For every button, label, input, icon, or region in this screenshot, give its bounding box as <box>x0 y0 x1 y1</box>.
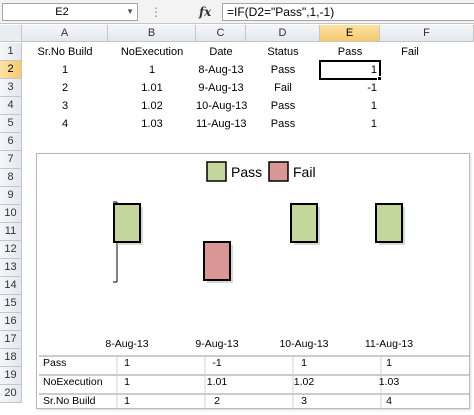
row-header-5[interactable]: 5 <box>0 115 22 133</box>
data-table-value: 1.03 <box>379 376 400 388</box>
row-header-17[interactable]: 17 <box>0 331 22 349</box>
data-table-value: 4 <box>386 395 392 407</box>
bar-10-Aug-13 <box>290 203 318 243</box>
fill-handle[interactable] <box>377 76 382 81</box>
header-cell[interactable]: Pass <box>337 46 363 58</box>
data-cell[interactable]: 1 <box>148 64 156 76</box>
data-table-row-label: Pass <box>43 357 66 369</box>
column-header-d[interactable]: D <box>246 25 320 42</box>
row-header-6[interactable]: 6 <box>0 133 22 151</box>
header-cell[interactable]: Sr.No Build <box>37 46 93 58</box>
row-header-1[interactable]: 1 <box>0 43 22 61</box>
row-header-12[interactable]: 12 <box>0 241 22 259</box>
data-cell[interactable]: 10-Aug-13 <box>196 100 248 112</box>
formula-bar-separator: ⋮ <box>150 5 162 19</box>
data-cell[interactable]: Pass <box>270 64 296 76</box>
data-cell[interactable]: Pass <box>270 100 296 112</box>
data-table-value: 1 <box>386 357 392 369</box>
data-table-value: 1 <box>124 395 130 407</box>
data-table-value: 1.02 <box>294 376 315 388</box>
formula-bar: E2 ▼ ⋮ fx =IF(D2="Pass",1,-1) <box>0 0 474 24</box>
formula-input[interactable]: =IF(D2="Pass",1,-1) <box>222 3 474 21</box>
data-cell[interactable]: 9-Aug-13 <box>198 82 244 94</box>
data-cell[interactable]: 3 <box>61 100 69 112</box>
name-box[interactable]: E2 ▼ <box>2 3 138 21</box>
category-label: 11-Aug-13 <box>365 338 413 350</box>
data-table-value: 2 <box>214 395 220 407</box>
chart-svg: Pass Fail 8-Aug-13 9-Aug-13 10-Aug-13 11-Aug-… <box>39 161 469 410</box>
category-label: 10-Aug-13 <box>279 338 328 350</box>
row-header-14[interactable]: 14 <box>0 277 22 295</box>
row-header-20[interactable]: 20 <box>0 385 22 403</box>
category-label: 9-Aug-13 <box>195 338 238 350</box>
row-header-19[interactable]: 19 <box>0 367 22 385</box>
data-table-value: 1 <box>301 357 307 369</box>
data-cell[interactable]: 1 <box>370 100 377 112</box>
header-cell[interactable]: Status <box>267 46 299 58</box>
row-header-3[interactable]: 3 <box>0 79 22 97</box>
legend-label-pass: Pass <box>231 164 262 180</box>
column-header-f[interactable]: F <box>380 25 474 42</box>
data-cell[interactable]: 1.02 <box>141 100 163 112</box>
row-header-13[interactable]: 13 <box>0 259 22 277</box>
data-table-value: -1 <box>212 357 221 369</box>
row-header-15[interactable]: 15 <box>0 295 22 313</box>
select-all-corner[interactable] <box>0 25 22 42</box>
data-cell[interactable]: 1.01 <box>141 82 163 94</box>
chart-area[interactable]: Pass Fail 8-Aug-13 9-Aug-13 10-Aug-13 11-Aug-… <box>36 153 470 410</box>
data-cell[interactable]: 1 <box>370 118 377 130</box>
data-cell[interactable]: Fail <box>274 82 292 94</box>
data-table-value: 1 <box>124 357 130 369</box>
bar-9-Aug-13 <box>203 241 231 281</box>
name-box-value: E2 <box>55 6 69 18</box>
row-header-8[interactable]: 8 <box>0 169 22 187</box>
data-table-row-label: Sr.No Build <box>43 395 96 407</box>
data-cell[interactable]: 8-Aug-13 <box>198 64 244 76</box>
selected-cell-outline <box>319 60 381 80</box>
column-header-a[interactable]: A <box>22 25 108 42</box>
insert-function-icon[interactable]: fx <box>199 5 212 19</box>
bar-11-Aug-13 <box>375 203 403 243</box>
data-cell[interactable]: Pass <box>270 118 296 130</box>
column-header-e[interactable]: E <box>320 25 380 42</box>
row-header-7[interactable]: 7 <box>0 151 22 169</box>
row-header-11[interactable]: 11 <box>0 223 22 241</box>
legend-label-fail: Fail <box>293 164 316 180</box>
row-header-4[interactable]: 4 <box>0 97 22 115</box>
data-cell[interactable]: 11-Aug-13 <box>196 118 247 130</box>
row-header-16[interactable]: 16 <box>0 313 22 331</box>
data-cell[interactable]: 4 <box>61 118 69 130</box>
data-table-value: 1.01 <box>207 376 228 388</box>
data-cell[interactable]: 2 <box>61 82 69 94</box>
chevron-down-icon[interactable]: ▼ <box>126 7 134 16</box>
row-header-10[interactable]: 10 <box>0 205 22 223</box>
row-header-2[interactable]: 2 <box>0 61 22 79</box>
header-cell[interactable]: Date <box>209 46 233 58</box>
data-cell[interactable]: 1.03 <box>141 118 163 130</box>
header-cell[interactable]: NoExecution <box>120 46 184 58</box>
category-label: 8-Aug-13 <box>105 338 148 350</box>
data-cell[interactable]: 1 <box>370 64 377 76</box>
legend-swatch-fail <box>268 161 289 182</box>
data-cell[interactable]: -1 <box>367 82 377 94</box>
data-table-value: 3 <box>301 395 307 407</box>
data-table-value: 1 <box>124 376 130 388</box>
row-header-9[interactable]: 9 <box>0 187 22 205</box>
bar-8-Aug-13 <box>113 203 141 243</box>
column-header-c[interactable]: C <box>196 25 246 42</box>
header-cell[interactable]: Fail <box>401 46 419 58</box>
legend-swatch-pass <box>206 161 227 182</box>
data-table-row-label: NoExecution <box>43 376 103 388</box>
data-cell[interactable]: 1 <box>61 64 69 76</box>
column-header-b[interactable]: B <box>108 25 196 42</box>
row-header-18[interactable]: 18 <box>0 349 22 367</box>
